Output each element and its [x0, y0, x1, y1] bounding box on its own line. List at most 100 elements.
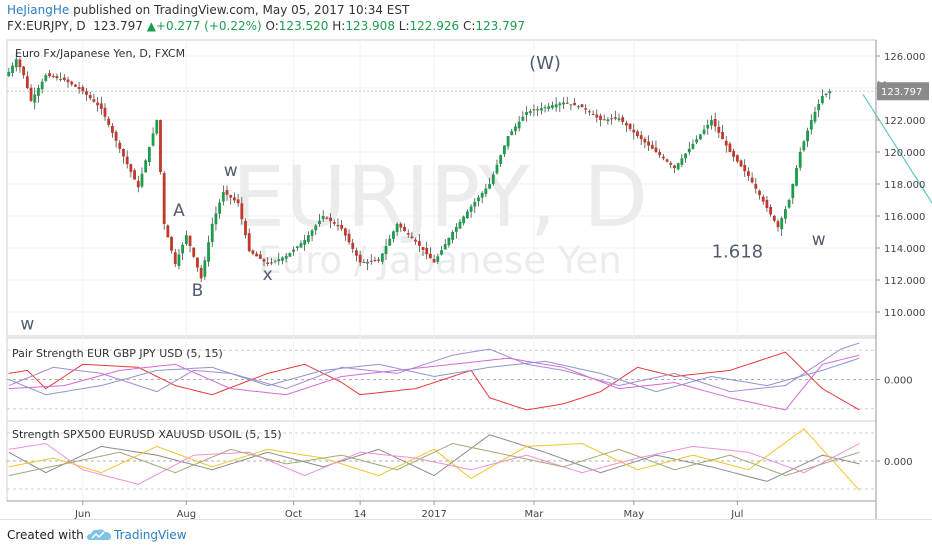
candle-body — [440, 250, 443, 255]
footer: Created with TradingView — [0, 519, 932, 551]
candle-body — [303, 240, 307, 245]
candle-body — [754, 183, 758, 189]
candle-body — [447, 238, 451, 246]
candle-body — [576, 106, 580, 108]
candle-body — [698, 134, 702, 140]
candle-body — [380, 253, 384, 262]
candle-body — [484, 188, 488, 194]
candle-body — [88, 94, 92, 99]
quote-line: FX:EURJPY, D 123.797 ▲+0.277 (+0.22%) O:… — [7, 19, 525, 33]
candle-body — [554, 104, 558, 108]
candle-body — [632, 129, 636, 133]
candle-body — [695, 139, 699, 143]
candle-body — [351, 242, 355, 249]
candle-body — [107, 118, 111, 125]
candle-body — [395, 224, 399, 233]
candle-body — [266, 262, 270, 264]
high-label: H: — [332, 19, 346, 33]
x-tick-label: 14 — [354, 509, 367, 519]
candle-body — [739, 160, 743, 167]
candle-body — [713, 118, 717, 127]
open-label: O: — [265, 19, 279, 33]
author-link[interactable]: HeJiangHe — [7, 3, 70, 17]
candle-body — [147, 146, 151, 162]
candle-body — [528, 111, 532, 114]
candle-body — [129, 164, 133, 172]
watermark-name: Euro / Japanese Yen — [258, 239, 622, 282]
watermark-symbol: EURJPY, D — [232, 148, 648, 246]
candle-body — [18, 59, 22, 68]
last-price-tag — [877, 82, 929, 101]
candle-body — [488, 184, 491, 189]
tradingview-link[interactable]: TradingView — [114, 528, 187, 542]
series-line-jpy — [8, 354, 860, 411]
candle-body — [332, 222, 336, 224]
zero-label: 0.000 — [884, 457, 913, 468]
y-tick-label: 114.000 — [884, 244, 925, 255]
candle-body — [813, 112, 817, 122]
candle-body — [188, 235, 192, 246]
y-tick-label: 116.000 — [884, 212, 925, 223]
low-label: L: — [398, 19, 410, 33]
candle-body — [569, 104, 573, 106]
candle-body — [687, 148, 691, 153]
candle-body — [140, 173, 144, 187]
candle-body — [377, 259, 381, 261]
candle-body — [491, 174, 495, 185]
candle-body — [114, 131, 118, 141]
candle-body — [551, 105, 554, 108]
candle-body — [170, 236, 173, 251]
x-tick-label: Oct — [285, 509, 302, 519]
series-line-usd — [8, 357, 860, 396]
close-label: C: — [462, 19, 476, 33]
candle-body — [340, 225, 344, 229]
candle-body — [406, 233, 410, 235]
candle-body — [136, 180, 140, 188]
candle-body — [159, 120, 162, 172]
wave-label: w — [224, 161, 238, 181]
candle-body — [795, 168, 798, 186]
wave-label: x — [263, 265, 273, 285]
candle-body — [436, 256, 440, 262]
candle-body — [595, 114, 599, 118]
candle-body — [295, 246, 299, 248]
candle-body — [122, 149, 125, 157]
candle-body — [173, 252, 177, 264]
candle-body — [706, 124, 710, 129]
candle-body — [196, 257, 199, 268]
candle-body — [192, 247, 196, 257]
x-tick-label: May — [623, 509, 644, 519]
projection-line — [862, 94, 932, 205]
candle-body — [669, 162, 673, 165]
series-line-spx500 — [8, 434, 860, 482]
candle-body — [588, 111, 591, 113]
candle-body — [817, 104, 821, 111]
candle-body — [221, 192, 225, 202]
candle-body — [628, 123, 632, 129]
wave-label: w — [812, 230, 826, 250]
candle-body — [210, 224, 214, 243]
candle-body — [262, 259, 266, 262]
candle-body — [155, 120, 159, 134]
series-line-usoil — [8, 442, 860, 477]
candle-body — [96, 102, 100, 106]
candle-body — [514, 126, 517, 132]
candle-body — [806, 130, 809, 142]
high-value: 123.908 — [345, 19, 395, 33]
candle-body — [469, 206, 473, 212]
candle-body — [532, 109, 536, 111]
chart-canvas[interactable]: EURJPY, D Euro / Japanese Yen (W)xAwBx1.… — [0, 36, 932, 519]
candle-body — [44, 75, 48, 81]
candle-body — [654, 147, 658, 152]
candle-body — [499, 155, 503, 164]
last-price: 123.797 — [93, 19, 143, 33]
candle-body — [761, 196, 765, 202]
candle-body — [70, 81, 74, 85]
candle-body — [599, 115, 602, 120]
candle-body — [236, 199, 240, 204]
candle-body — [414, 239, 418, 242]
candle-body — [251, 250, 255, 254]
candle-body — [410, 236, 414, 239]
wave-label: (W) — [529, 53, 561, 74]
candle-body — [562, 102, 565, 105]
